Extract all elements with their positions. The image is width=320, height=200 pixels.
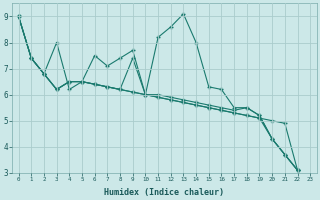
X-axis label: Humidex (Indice chaleur): Humidex (Indice chaleur) <box>104 188 224 197</box>
